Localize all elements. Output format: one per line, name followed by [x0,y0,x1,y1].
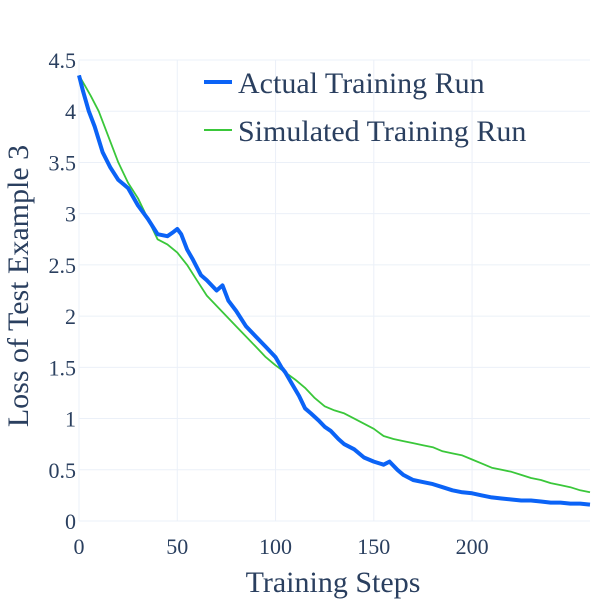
x-tick-label: 50 [166,534,188,559]
x-tick-label: 100 [259,534,292,559]
tick-layer: 0 50 100 150 200 0 0.5 1 1.5 2 2.5 3 3.5 4 4.5 [49,48,489,559]
y-tick-label: 4 [65,99,76,124]
y-tick-label: 2 [65,304,76,329]
y-tick-label: 2.5 [49,253,77,278]
series-line-simulated-training-run[interactable] [78,74,591,494]
y-tick-label: 1.5 [49,355,77,380]
x-axis-title: Training Steps [246,566,421,599]
series-layer [77,74,591,507]
y-tick-label: 0 [65,509,76,534]
y-axis-title: Loss of Test Example 3 [2,145,35,427]
legend-item-actual[interactable]: Actual Training Run [204,67,485,100]
series-line-actual-training-run[interactable] [77,74,591,507]
legend[interactable]: Actual Training Run Simulated Training R… [204,67,526,148]
legend-item-simulated[interactable]: Simulated Training Run [204,115,526,148]
legend-label-actual: Actual Training Run [238,67,485,100]
x-tick-label: 150 [357,534,390,559]
y-tick-label: 4.5 [49,48,77,73]
y-tick-label: 0.5 [49,458,77,483]
x-tick-label: 0 [74,534,85,559]
y-tick-label: 3 [65,202,76,227]
legend-label-simulated: Simulated Training Run [238,115,526,148]
y-tick-label: 3.5 [49,150,77,175]
x-tick-label: 200 [456,534,489,559]
grid-layer [78,59,590,522]
y-tick-label: 1 [65,407,76,432]
